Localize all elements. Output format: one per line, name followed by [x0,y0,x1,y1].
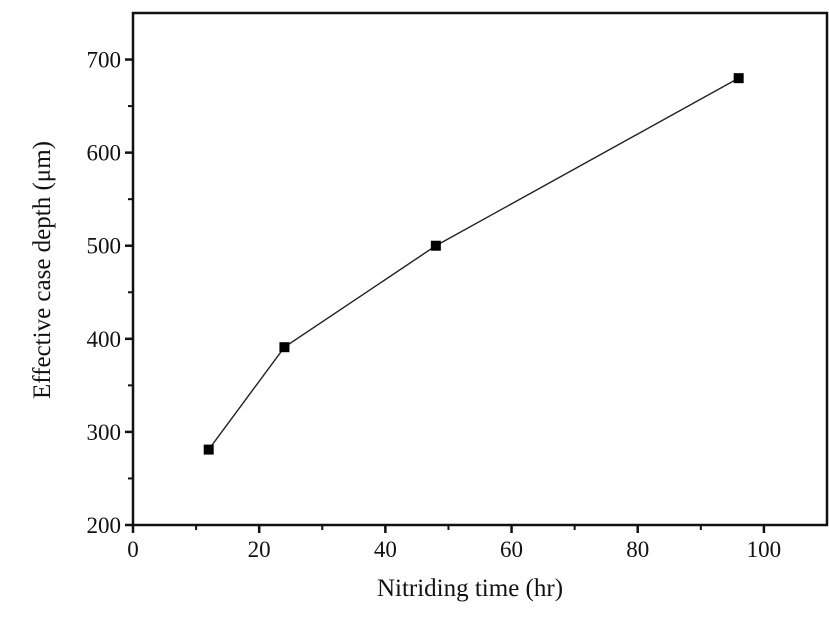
x-tick-label: 40 [374,537,397,562]
y-tick-label: 500 [87,234,122,259]
y-tick-label: 300 [87,420,122,445]
data-point [733,73,744,84]
y-axis-label: Effective case depth (μm) [29,141,56,399]
x-tick-label: 100 [747,537,782,562]
axes: 0 20 40 60 80 100 200 300 400 500 600 700 [87,11,829,562]
y-tick-label: 200 [87,513,122,538]
plot-frame [131,11,829,527]
data-point [203,444,214,455]
x-tick-label: 60 [500,537,523,562]
y-tick-label: 400 [87,327,122,352]
data-point [279,342,290,353]
y-tick-label: 600 [87,141,122,166]
data-point [430,240,441,251]
x-axis-label: Nitriding time (hr) [377,575,563,602]
series-line [203,73,744,455]
x-tick-label: 80 [626,537,649,562]
x-tick-label: 0 [127,537,139,562]
x-tick-label: 20 [248,537,271,562]
series-line-path [208,77,740,451]
y-tick-label: 700 [87,48,122,73]
